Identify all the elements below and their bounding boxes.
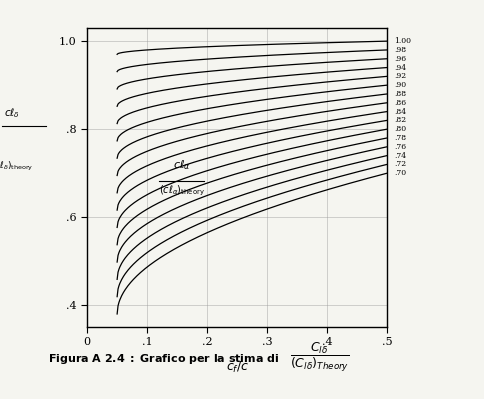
Text: $\dfrac{C_{l\delta}}{(C_{l\delta})_{Theory}}$: $\dfrac{C_{l\delta}}{(C_{l\delta})_{Theo… (290, 341, 350, 373)
Text: .74: .74 (394, 152, 407, 160)
Text: .78: .78 (394, 134, 407, 142)
Text: .82: .82 (394, 117, 407, 124)
Text: $(c\ell_\delta)_{\rm theory}$: $(c\ell_\delta)_{\rm theory}$ (0, 160, 33, 173)
Text: .96: .96 (394, 55, 407, 63)
Text: $c\ell_\alpha$: $c\ell_\alpha$ (173, 158, 191, 172)
Text: $\mathbf{Figura\ A\ 2.4\ :\ Grafico\ per\ la\ stima\ di}$: $\mathbf{Figura\ A\ 2.4\ :\ Grafico\ per… (48, 352, 280, 366)
Point (228, 263, 234, 268)
Text: $c_f/c$: $c_f/c$ (226, 360, 249, 375)
Text: .90: .90 (394, 81, 407, 89)
Text: $c\ell_\delta$: $c\ell_\delta$ (4, 106, 20, 120)
Text: .88: .88 (394, 90, 407, 98)
Point (318, 263, 324, 268)
Text: .84: .84 (394, 108, 407, 116)
Text: .86: .86 (394, 99, 407, 107)
Text: $(c\ell_\alpha)_{\rm theory}$: $(c\ell_\alpha)_{\rm theory}$ (159, 184, 205, 198)
Text: .76: .76 (394, 143, 407, 151)
Text: .72: .72 (394, 160, 407, 168)
Text: .80: .80 (394, 125, 407, 133)
Text: .98: .98 (394, 46, 407, 54)
Text: 1.00: 1.00 (394, 37, 411, 45)
Text: .70: .70 (394, 169, 407, 177)
Text: .94: .94 (394, 63, 407, 71)
Text: .92: .92 (394, 72, 407, 80)
